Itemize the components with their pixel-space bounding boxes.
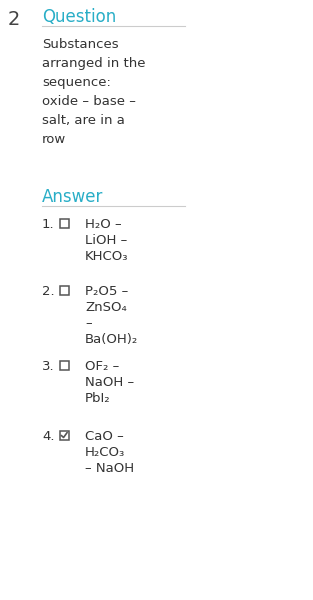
Text: ZnSO₄: ZnSO₄ [85, 301, 127, 314]
Text: KHCO₃: KHCO₃ [85, 250, 129, 263]
FancyBboxPatch shape [59, 361, 69, 370]
Text: LiOH –: LiOH – [85, 234, 127, 247]
Text: H₂CO₃: H₂CO₃ [85, 446, 125, 459]
Text: H₂O –: H₂O – [85, 218, 122, 231]
Text: P₂O5 –: P₂O5 – [85, 285, 128, 298]
Text: 3.: 3. [42, 360, 55, 373]
Text: 1.: 1. [42, 218, 55, 231]
FancyBboxPatch shape [59, 431, 69, 439]
Text: NaOH –: NaOH – [85, 376, 134, 389]
Text: Question: Question [42, 8, 116, 26]
FancyBboxPatch shape [59, 218, 69, 227]
Text: Answer: Answer [42, 188, 103, 206]
Text: Ba(OH)₂: Ba(OH)₂ [85, 333, 138, 346]
Text: – NaOH: – NaOH [85, 462, 134, 475]
Text: –: – [85, 317, 92, 330]
Text: CaO –: CaO – [85, 430, 124, 443]
FancyBboxPatch shape [59, 286, 69, 295]
Text: 2: 2 [8, 10, 20, 29]
Text: PbI₂: PbI₂ [85, 392, 110, 405]
Text: 2.: 2. [42, 285, 55, 298]
Text: Substances
arranged in the
sequence:
oxide – base –
salt, are in a
row: Substances arranged in the sequence: oxi… [42, 38, 146, 146]
Text: OF₂ –: OF₂ – [85, 360, 119, 373]
Text: 4.: 4. [42, 430, 54, 443]
